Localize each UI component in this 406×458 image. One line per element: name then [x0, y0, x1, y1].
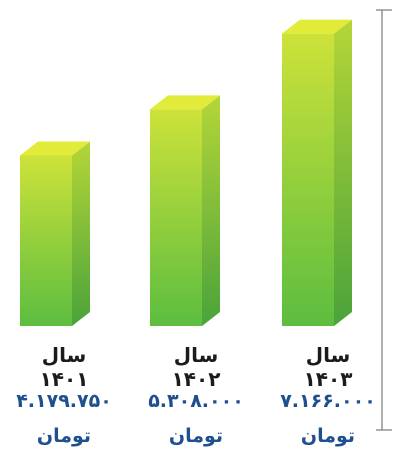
- unit-label-1403: تومان: [300, 425, 356, 447]
- bar-front-1: [20, 155, 72, 326]
- bar-top-3: [282, 19, 352, 34]
- category-label-1403: سال ۱۴۰۳: [303, 343, 353, 391]
- unit-label-1402: تومان: [168, 425, 224, 447]
- category-label-1401: سال ۱۴۰۱: [39, 343, 89, 391]
- bar-top-2: [150, 95, 220, 110]
- bar-top-1: [20, 141, 90, 156]
- bar-side-3: [334, 19, 352, 327]
- bar-side-1: [72, 141, 90, 326]
- bar-1: [20, 141, 90, 326]
- bar-2: [150, 95, 220, 327]
- bar-side-2: [202, 95, 220, 327]
- category-label-1402: سال ۱۴۰۲: [171, 343, 221, 391]
- unit-label-1401: تومان: [36, 425, 92, 447]
- value-label-1403: ۷.۱۶۶.۰۰۰: [280, 390, 376, 412]
- bar-3: [282, 19, 352, 327]
- bar-front-3: [282, 33, 334, 327]
- bar-front-2: [150, 109, 202, 327]
- value-label-1401: ۴.۱۷۹.۷۵۰: [16, 390, 112, 412]
- value-label-1402: ۵.۳۰۸.۰۰۰: [148, 390, 244, 412]
